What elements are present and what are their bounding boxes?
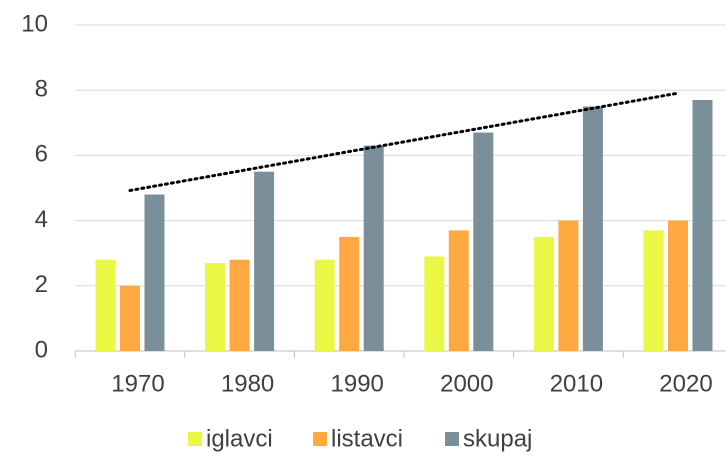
y-tick-label: 4 — [35, 206, 48, 233]
x-tick-label: 2020 — [659, 370, 712, 397]
x-tick-label: 2000 — [440, 370, 493, 397]
bar — [120, 285, 140, 351]
x-tick-label: 1990 — [331, 370, 384, 397]
bar — [95, 259, 116, 351]
bar — [668, 220, 688, 351]
bar — [643, 230, 664, 351]
trendline — [128, 91, 680, 192]
bar — [363, 145, 384, 351]
bar — [339, 236, 360, 351]
legend-label: iglavci — [206, 425, 273, 452]
x-tick-label: 1980 — [221, 370, 274, 397]
bar — [533, 236, 554, 351]
bar — [692, 99, 713, 351]
y-tick-label: 8 — [35, 76, 48, 103]
y-tick-label: 10 — [21, 10, 48, 37]
legend-swatch — [445, 432, 459, 446]
legend-swatch — [313, 432, 327, 446]
bar — [424, 256, 445, 351]
bar — [229, 259, 250, 351]
x-tick-label: 1970 — [111, 370, 164, 397]
bar — [558, 220, 579, 351]
y-tick-label: 2 — [35, 271, 48, 298]
bar — [205, 262, 226, 351]
y-tick-label: 0 — [35, 336, 48, 363]
bar — [473, 132, 494, 351]
y-tick-label: 6 — [35, 141, 48, 168]
bar — [254, 171, 275, 351]
legend-swatch — [188, 432, 202, 446]
legend-label: listavci — [331, 425, 403, 452]
x-tick-label: 2010 — [550, 370, 603, 397]
bar — [448, 230, 469, 351]
bar — [582, 106, 603, 351]
bar — [314, 259, 335, 351]
legend-label: skupaj — [463, 425, 532, 452]
bar — [144, 194, 165, 351]
